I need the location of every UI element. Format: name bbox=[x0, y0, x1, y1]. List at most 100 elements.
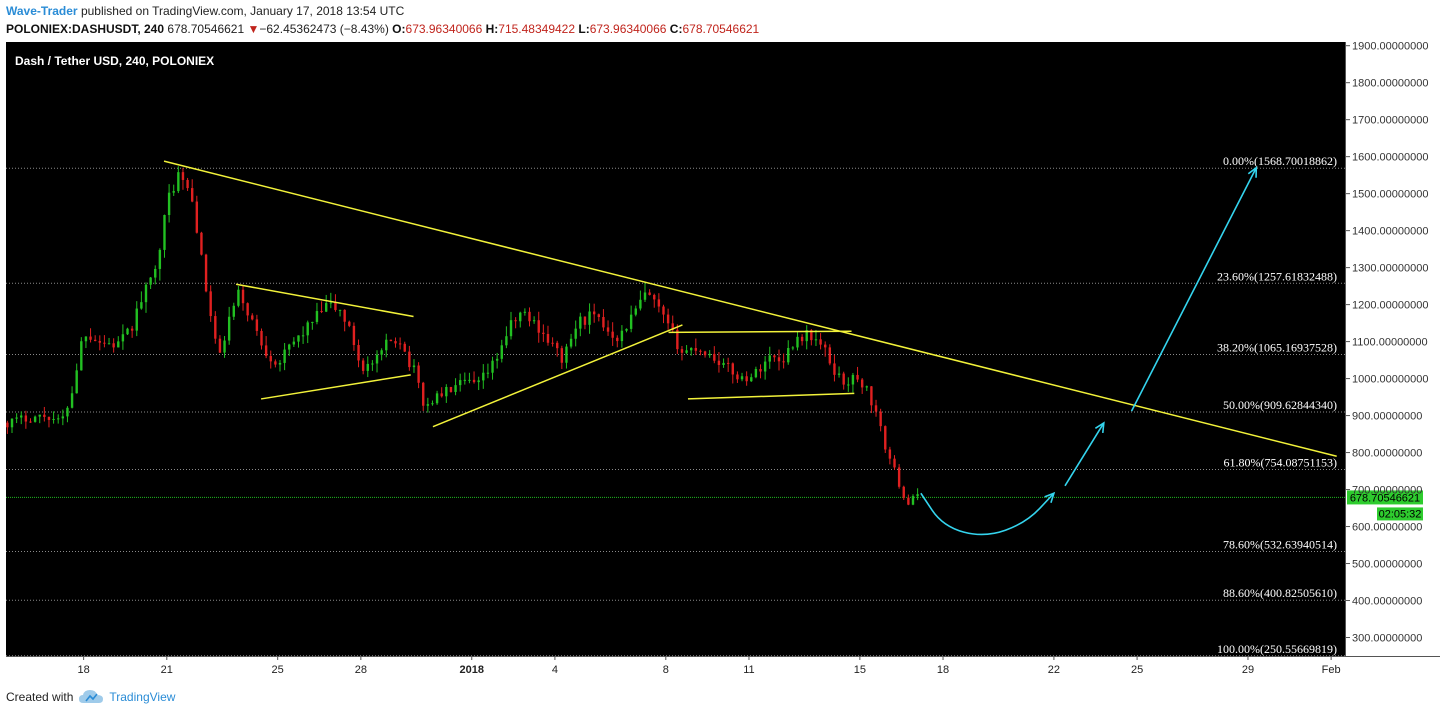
candle-body bbox=[750, 377, 753, 382]
candle-body bbox=[708, 353, 711, 356]
candle-body bbox=[135, 308, 138, 331]
trendlines[interactable] bbox=[163, 160, 1337, 457]
projection[interactable] bbox=[920, 166, 1258, 536]
close-value: 678.70546621 bbox=[682, 22, 760, 36]
y-tick-label: 800.00000000 bbox=[1352, 448, 1422, 460]
candle-body bbox=[763, 361, 767, 372]
candle-body bbox=[514, 320, 517, 322]
candle-body bbox=[519, 312, 522, 322]
candle-body bbox=[107, 343, 111, 345]
candle-body bbox=[167, 192, 171, 216]
candle-body bbox=[680, 349, 684, 353]
candle-body bbox=[361, 360, 365, 371]
candle-body bbox=[255, 319, 259, 331]
candle-body bbox=[260, 330, 263, 346]
candle-body bbox=[685, 350, 688, 353]
candle-body bbox=[274, 361, 277, 365]
y-tick-label: 700.00000000 bbox=[1352, 485, 1422, 497]
candle-body bbox=[916, 494, 919, 497]
candle-body bbox=[911, 496, 915, 505]
candle-body bbox=[814, 339, 818, 341]
author-link[interactable]: Wave-Trader bbox=[6, 4, 78, 18]
candle-body bbox=[149, 277, 152, 285]
candle-body bbox=[800, 336, 804, 342]
candle-body bbox=[15, 417, 18, 419]
candle-body bbox=[523, 311, 527, 313]
candle-body bbox=[288, 344, 291, 350]
candle-body bbox=[722, 362, 725, 365]
candle-body bbox=[43, 414, 46, 417]
tradingview-link[interactable]: TradingView bbox=[109, 690, 176, 704]
candle-body bbox=[532, 320, 536, 322]
last-value: 678.70546621 bbox=[167, 22, 245, 36]
candle-body bbox=[833, 363, 836, 375]
x-tick-label: 28 bbox=[355, 664, 367, 676]
y-tick-label: 1600.00000000 bbox=[1352, 152, 1428, 164]
y-tick-label: 600.00000000 bbox=[1352, 522, 1422, 534]
x-axis: 18 21 25 28 2018 4 8 11 15 18 22 25 29 Feb bbox=[77, 656, 1341, 676]
created-with-text: Created with bbox=[6, 690, 74, 704]
candle-body bbox=[509, 320, 513, 337]
chart-title: Dash / Tether USD, 240, POLONIEX bbox=[15, 54, 214, 68]
candle-body bbox=[385, 339, 388, 351]
candle-body bbox=[773, 355, 776, 358]
projection-arrow bbox=[1130, 167, 1257, 412]
price-axis[interactable] bbox=[1345, 42, 1440, 656]
candle-body bbox=[163, 215, 166, 250]
candles bbox=[6, 166, 919, 506]
y-tick-label: 1300.00000000 bbox=[1352, 263, 1428, 275]
candle-body bbox=[837, 373, 841, 375]
y-tick-label: 900.00000000 bbox=[1352, 411, 1422, 423]
candle-body bbox=[191, 188, 194, 202]
candle-body bbox=[740, 376, 744, 380]
candle-body bbox=[117, 341, 120, 348]
candle-body bbox=[463, 379, 467, 381]
fib-label: 38.20%(1065.16937528) bbox=[1217, 340, 1337, 354]
trendline bbox=[432, 324, 683, 428]
candle-body bbox=[214, 316, 217, 339]
candle-body bbox=[907, 497, 910, 505]
symbol-info: POLONIEX:DASHUSDT, 240 678.70546621 ▼−62… bbox=[6, 22, 759, 36]
candle-body bbox=[140, 302, 143, 309]
candle-body bbox=[620, 330, 624, 342]
y-tick-label: 400.00000000 bbox=[1352, 596, 1422, 608]
fib-label: 88.60%(400.82505610) bbox=[1223, 586, 1337, 600]
x-tick-label: 15 bbox=[854, 664, 866, 676]
candle-body bbox=[824, 344, 827, 348]
candle-body bbox=[329, 302, 333, 304]
candle-body bbox=[847, 384, 850, 386]
candle-body bbox=[445, 386, 448, 397]
candle-body bbox=[375, 354, 379, 364]
candle-body bbox=[408, 351, 411, 368]
candle-body bbox=[320, 311, 323, 313]
candle-body bbox=[759, 368, 762, 372]
candle-body bbox=[796, 336, 799, 348]
candle-body bbox=[528, 311, 531, 322]
candle-body bbox=[639, 299, 642, 309]
candle-body bbox=[417, 365, 420, 383]
fib-label: 61.80%(754.08751153) bbox=[1223, 456, 1337, 470]
candle-body bbox=[565, 346, 568, 363]
candle-body bbox=[666, 314, 670, 324]
x-tick-label: 8 bbox=[663, 664, 669, 676]
candle-body bbox=[884, 426, 887, 450]
open-value: 673.96340066 bbox=[405, 22, 483, 36]
candle-body bbox=[893, 458, 896, 468]
last-price-line: 678.70546621 02:05:32 bbox=[6, 490, 1423, 521]
symbol-name: POLONIEX:DASHUSDT, 240 bbox=[6, 22, 165, 36]
candle-body bbox=[787, 348, 790, 363]
open-label: O: bbox=[392, 22, 406, 36]
x-tick-label: 25 bbox=[1131, 664, 1143, 676]
candle-body bbox=[181, 172, 185, 180]
candle-body bbox=[251, 315, 254, 320]
candle-body bbox=[264, 345, 268, 356]
last-price-badge bbox=[1347, 490, 1423, 505]
fibonacci-levels: 0.00%(1568.70018862) 23.60%(1257.61832488… bbox=[6, 154, 1345, 657]
candle-body bbox=[422, 382, 425, 406]
candle-body bbox=[611, 331, 614, 338]
candle-body bbox=[70, 393, 74, 408]
candle-body bbox=[592, 311, 596, 315]
price-chart[interactable]: 0.00%(1568.70018862) 23.60%(1257.61832488… bbox=[0, 42, 1440, 682]
candle-body bbox=[449, 386, 453, 392]
candle-body bbox=[431, 403, 434, 405]
